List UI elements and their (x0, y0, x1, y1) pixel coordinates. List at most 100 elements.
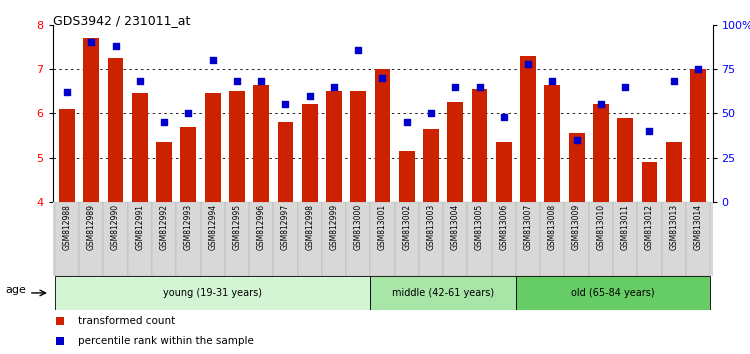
Text: young (19-31 years): young (19-31 years) (164, 288, 262, 298)
Bar (467, 202, 492, 276)
Bar (544, 85, 560, 202)
Text: GSM813006: GSM813006 (500, 204, 508, 250)
Point (425, 110, 437, 116)
Point (546, 79, 558, 84)
Bar (370, 202, 394, 276)
Text: GSM812989: GSM812989 (87, 204, 96, 250)
Point (376, 75, 388, 81)
Point (595, 102, 607, 107)
Text: GSM813010: GSM813010 (596, 204, 605, 250)
Text: GSM812994: GSM812994 (209, 204, 218, 250)
Text: GSM812993: GSM812993 (184, 204, 193, 250)
Text: GSM813004: GSM813004 (451, 204, 460, 250)
Text: GSM813008: GSM813008 (548, 204, 556, 250)
Text: percentile rank within the sample: percentile rank within the sample (77, 336, 254, 346)
Text: GSM813014: GSM813014 (694, 204, 703, 250)
Bar (229, 91, 244, 202)
Point (182, 110, 194, 116)
Text: GSM812997: GSM812997 (281, 204, 290, 250)
Bar (593, 104, 609, 202)
Bar (686, 202, 710, 276)
Bar (666, 142, 682, 202)
Text: GSM813009: GSM813009 (572, 204, 581, 250)
Text: GSM812988: GSM812988 (62, 204, 71, 250)
Bar (520, 56, 536, 202)
Bar (472, 89, 488, 202)
Point (207, 57, 219, 63)
Text: GSM812991: GSM812991 (135, 204, 144, 250)
Bar (423, 129, 439, 202)
Bar (326, 91, 342, 202)
Text: GSM813005: GSM813005 (475, 204, 484, 250)
Point (449, 84, 461, 90)
Bar (492, 202, 516, 276)
Bar (641, 162, 657, 202)
Text: GSM812990: GSM812990 (111, 204, 120, 250)
Point (280, 102, 292, 107)
Bar (613, 202, 638, 276)
Point (61, 89, 73, 95)
Bar (59, 109, 75, 202)
Bar (540, 202, 565, 276)
Bar (394, 202, 419, 276)
Text: GDS3942 / 231011_at: GDS3942 / 231011_at (53, 14, 190, 27)
Bar (104, 202, 128, 276)
Text: GSM813001: GSM813001 (378, 204, 387, 250)
Text: old (65-84 years): old (65-84 years) (572, 288, 655, 298)
Bar (565, 202, 589, 276)
Bar (496, 142, 512, 202)
Bar (278, 122, 293, 202)
Bar (516, 276, 710, 310)
Bar (128, 202, 152, 276)
Bar (374, 69, 391, 202)
Bar (662, 202, 686, 276)
Bar (83, 38, 99, 202)
Point (400, 119, 412, 125)
Point (473, 84, 485, 90)
Bar (298, 202, 322, 276)
Bar (516, 202, 540, 276)
Point (498, 114, 510, 120)
Point (352, 47, 364, 52)
Text: age: age (5, 285, 26, 295)
Text: GSM812992: GSM812992 (160, 204, 169, 250)
Point (158, 119, 170, 125)
Point (644, 128, 656, 134)
Point (620, 84, 632, 90)
Text: GSM813013: GSM813013 (669, 204, 678, 250)
Bar (55, 202, 80, 276)
Text: GSM813002: GSM813002 (402, 204, 411, 250)
Point (328, 84, 340, 90)
Bar (55, 276, 370, 310)
Bar (176, 202, 200, 276)
Bar (690, 69, 706, 202)
Bar (568, 133, 584, 202)
Point (692, 66, 704, 72)
Point (255, 79, 267, 84)
Bar (225, 202, 249, 276)
Bar (589, 202, 613, 276)
Bar (108, 58, 124, 202)
Bar (152, 202, 176, 276)
Text: GSM813011: GSM813011 (621, 204, 630, 250)
Point (522, 61, 534, 67)
Bar (399, 151, 415, 202)
Bar (370, 276, 516, 310)
Bar (132, 93, 148, 202)
Bar (302, 104, 317, 202)
Text: middle (42-61 years): middle (42-61 years) (392, 288, 494, 298)
Bar (350, 91, 366, 202)
Text: GSM812998: GSM812998 (305, 204, 314, 250)
Bar (419, 202, 443, 276)
Text: GSM812995: GSM812995 (232, 204, 242, 250)
Bar (617, 118, 633, 202)
Text: GSM812999: GSM812999 (329, 204, 338, 250)
Text: transformed count: transformed count (77, 316, 175, 326)
Bar (200, 202, 225, 276)
Bar (443, 202, 467, 276)
Bar (156, 142, 172, 202)
Point (110, 43, 122, 49)
Text: GSM813000: GSM813000 (354, 204, 363, 250)
Text: GSM813003: GSM813003 (427, 204, 436, 250)
Bar (448, 102, 464, 202)
